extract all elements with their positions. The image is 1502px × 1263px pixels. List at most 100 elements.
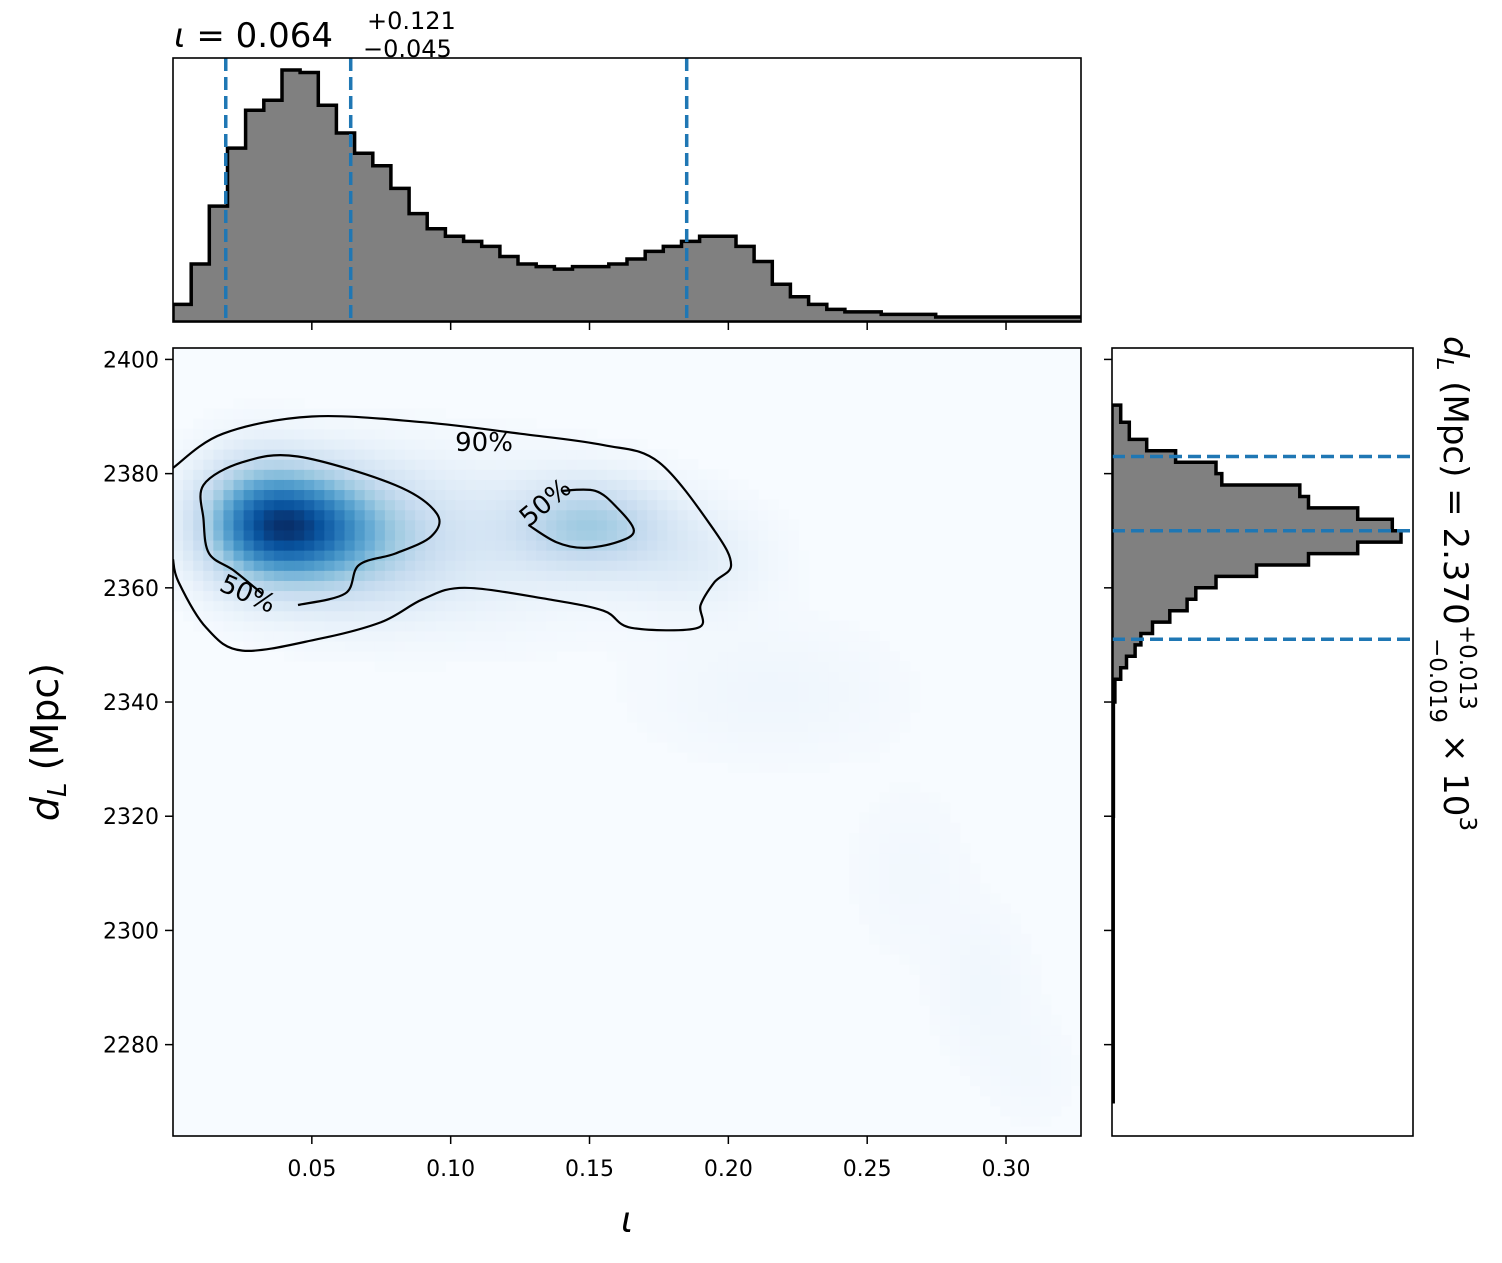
density-cell xyxy=(485,539,497,551)
density-cell xyxy=(223,600,235,612)
density-cell xyxy=(243,469,255,480)
density-cell xyxy=(727,651,739,662)
density-cell xyxy=(748,630,759,642)
iota-title: ι = 0.064 xyxy=(174,16,333,56)
density-cell xyxy=(949,903,961,915)
density-cell xyxy=(980,883,991,895)
density-cell xyxy=(243,529,255,541)
density-cell xyxy=(1000,1014,1011,1026)
density-cell xyxy=(425,600,436,612)
density-cell xyxy=(516,459,527,470)
density-cell xyxy=(717,519,729,531)
density-cell xyxy=(526,469,537,480)
density-cell xyxy=(364,469,376,480)
density-cell xyxy=(697,489,709,501)
density-cell xyxy=(677,539,689,551)
density-cell xyxy=(415,560,426,571)
density-cell xyxy=(546,600,557,612)
density-cell xyxy=(223,539,235,551)
density-cell xyxy=(596,519,608,531)
density-cell xyxy=(647,651,658,662)
density-cell xyxy=(415,479,426,491)
density-cell xyxy=(768,630,779,642)
density-cell xyxy=(546,428,557,440)
density-cell xyxy=(425,519,436,531)
density-cell xyxy=(687,489,699,501)
density-cell xyxy=(304,459,315,470)
density-cell xyxy=(193,550,204,561)
density-cell xyxy=(183,570,194,581)
density-cell xyxy=(425,469,436,480)
density-cell xyxy=(748,590,759,602)
density-cell xyxy=(1000,944,1011,955)
density-cell xyxy=(273,499,285,511)
density-cell xyxy=(687,731,699,743)
density-cell xyxy=(374,449,386,460)
density-cell xyxy=(616,640,628,652)
density-cell xyxy=(778,742,790,753)
density-cell xyxy=(263,449,275,460)
density-cell xyxy=(657,610,668,622)
density-cell xyxy=(687,469,699,480)
density-cell xyxy=(485,590,497,602)
density-cell xyxy=(808,691,820,703)
density-cell xyxy=(213,570,225,581)
density-cell xyxy=(970,1045,981,1056)
density-cell xyxy=(344,550,356,561)
density-cell xyxy=(475,519,487,531)
density-cell xyxy=(727,731,739,743)
density-cell xyxy=(667,550,679,561)
density-cell xyxy=(980,923,991,935)
density-cell xyxy=(657,701,668,713)
density-cell xyxy=(818,742,830,753)
density-cell xyxy=(848,681,860,693)
density-cell xyxy=(798,661,810,672)
density-cell xyxy=(959,883,971,895)
density-cell xyxy=(990,994,1001,1006)
density-cell xyxy=(344,449,356,460)
density-cell xyxy=(1010,1004,1022,1016)
density-cell xyxy=(959,843,971,854)
density-cell xyxy=(384,519,396,531)
density-cell xyxy=(859,691,870,703)
density-cell xyxy=(869,630,880,642)
density-cell xyxy=(283,529,295,541)
density-cell xyxy=(475,651,487,662)
density-cell xyxy=(203,580,214,592)
density-cell xyxy=(505,570,517,581)
density-cell xyxy=(405,479,416,491)
density-cell xyxy=(899,832,911,844)
density-cell xyxy=(677,610,689,622)
density-cell xyxy=(707,610,719,622)
density-cell xyxy=(253,519,265,531)
density-cell xyxy=(526,640,537,652)
density-cell xyxy=(344,560,356,571)
density-cell xyxy=(959,994,971,1006)
density-cell xyxy=(243,479,255,491)
density-cell xyxy=(929,873,941,885)
density-cell xyxy=(889,822,900,834)
density-cell xyxy=(374,438,386,450)
density-cell xyxy=(1000,1065,1011,1076)
density-cell xyxy=(193,590,204,602)
density-cell xyxy=(606,459,618,470)
contour-line-50pct-2 xyxy=(527,488,636,550)
density-cell xyxy=(677,701,689,713)
density-cell xyxy=(576,560,588,571)
density-cell xyxy=(859,893,870,905)
density-cell xyxy=(768,620,779,632)
density-cell xyxy=(173,590,184,602)
density-cell xyxy=(818,671,830,682)
density-cell xyxy=(384,509,396,521)
density-cell xyxy=(899,944,911,955)
density-cell xyxy=(183,600,194,612)
density-cell xyxy=(193,509,204,521)
density-cell xyxy=(697,469,709,480)
density-cell xyxy=(1010,1075,1022,1087)
density-cell xyxy=(243,489,255,501)
density-cell xyxy=(304,489,315,501)
density-cell xyxy=(929,984,941,996)
density-cell xyxy=(687,742,699,753)
density-cell xyxy=(606,630,618,642)
density-cell xyxy=(798,610,810,622)
